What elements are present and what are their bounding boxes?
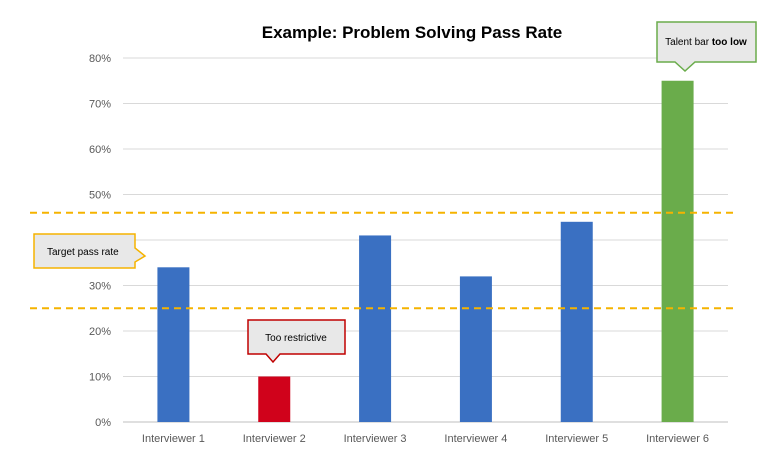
y-tick-label: 60% xyxy=(89,144,111,156)
bar xyxy=(459,276,492,422)
x-tick-label: Interviewer 2 xyxy=(243,433,306,445)
bars xyxy=(157,80,694,422)
gridlines xyxy=(123,57,728,423)
y-tick-label: 20% xyxy=(89,326,111,338)
talent-callout-label: Talent bar too low xyxy=(665,37,747,48)
too-restrictive-callout: Too restrictive xyxy=(247,319,346,364)
x-tick-label: Interviewer 6 xyxy=(646,433,709,445)
x-axis: Interviewer 1 Interviewer 2 Interviewer 3 I… xyxy=(142,433,709,445)
bar xyxy=(359,235,392,422)
restrictive-callout-label: Too restrictive xyxy=(265,333,327,344)
talent-callout-box xyxy=(656,21,757,73)
target-callout-box xyxy=(33,233,147,269)
y-tick-label: 0% xyxy=(95,417,111,429)
y-tick-label: 50% xyxy=(89,190,111,202)
restrictive-callout-box xyxy=(247,319,346,364)
talent-bar-callout: Talent bar too low xyxy=(656,21,757,73)
y-tick-label: 80% xyxy=(89,53,111,65)
chart-title: Example: Problem Solving Pass Rate xyxy=(262,23,562,42)
target-callout-label: Target pass rate xyxy=(47,247,119,258)
x-tick-label: Interviewer 4 xyxy=(444,433,507,445)
bar xyxy=(560,221,593,422)
target-band xyxy=(30,211,735,310)
x-tick-label: Interviewer 5 xyxy=(545,433,608,445)
talent-callout-normal: Talent bar xyxy=(665,37,712,48)
y-tick-label: 70% xyxy=(89,99,111,111)
talent-callout-bold: too low xyxy=(712,37,747,48)
bar xyxy=(258,376,291,422)
bar xyxy=(157,267,190,422)
y-tick-label: 30% xyxy=(89,281,111,293)
x-tick-label: Interviewer 3 xyxy=(344,433,407,445)
bar xyxy=(661,80,694,422)
y-axis: 0%10%20%30%40%50%60%70%80% xyxy=(89,53,111,429)
target-pass-rate-callout: Target pass rate xyxy=(33,233,147,269)
x-tick-label: Interviewer 1 xyxy=(142,433,205,445)
y-tick-label: 10% xyxy=(89,372,111,384)
